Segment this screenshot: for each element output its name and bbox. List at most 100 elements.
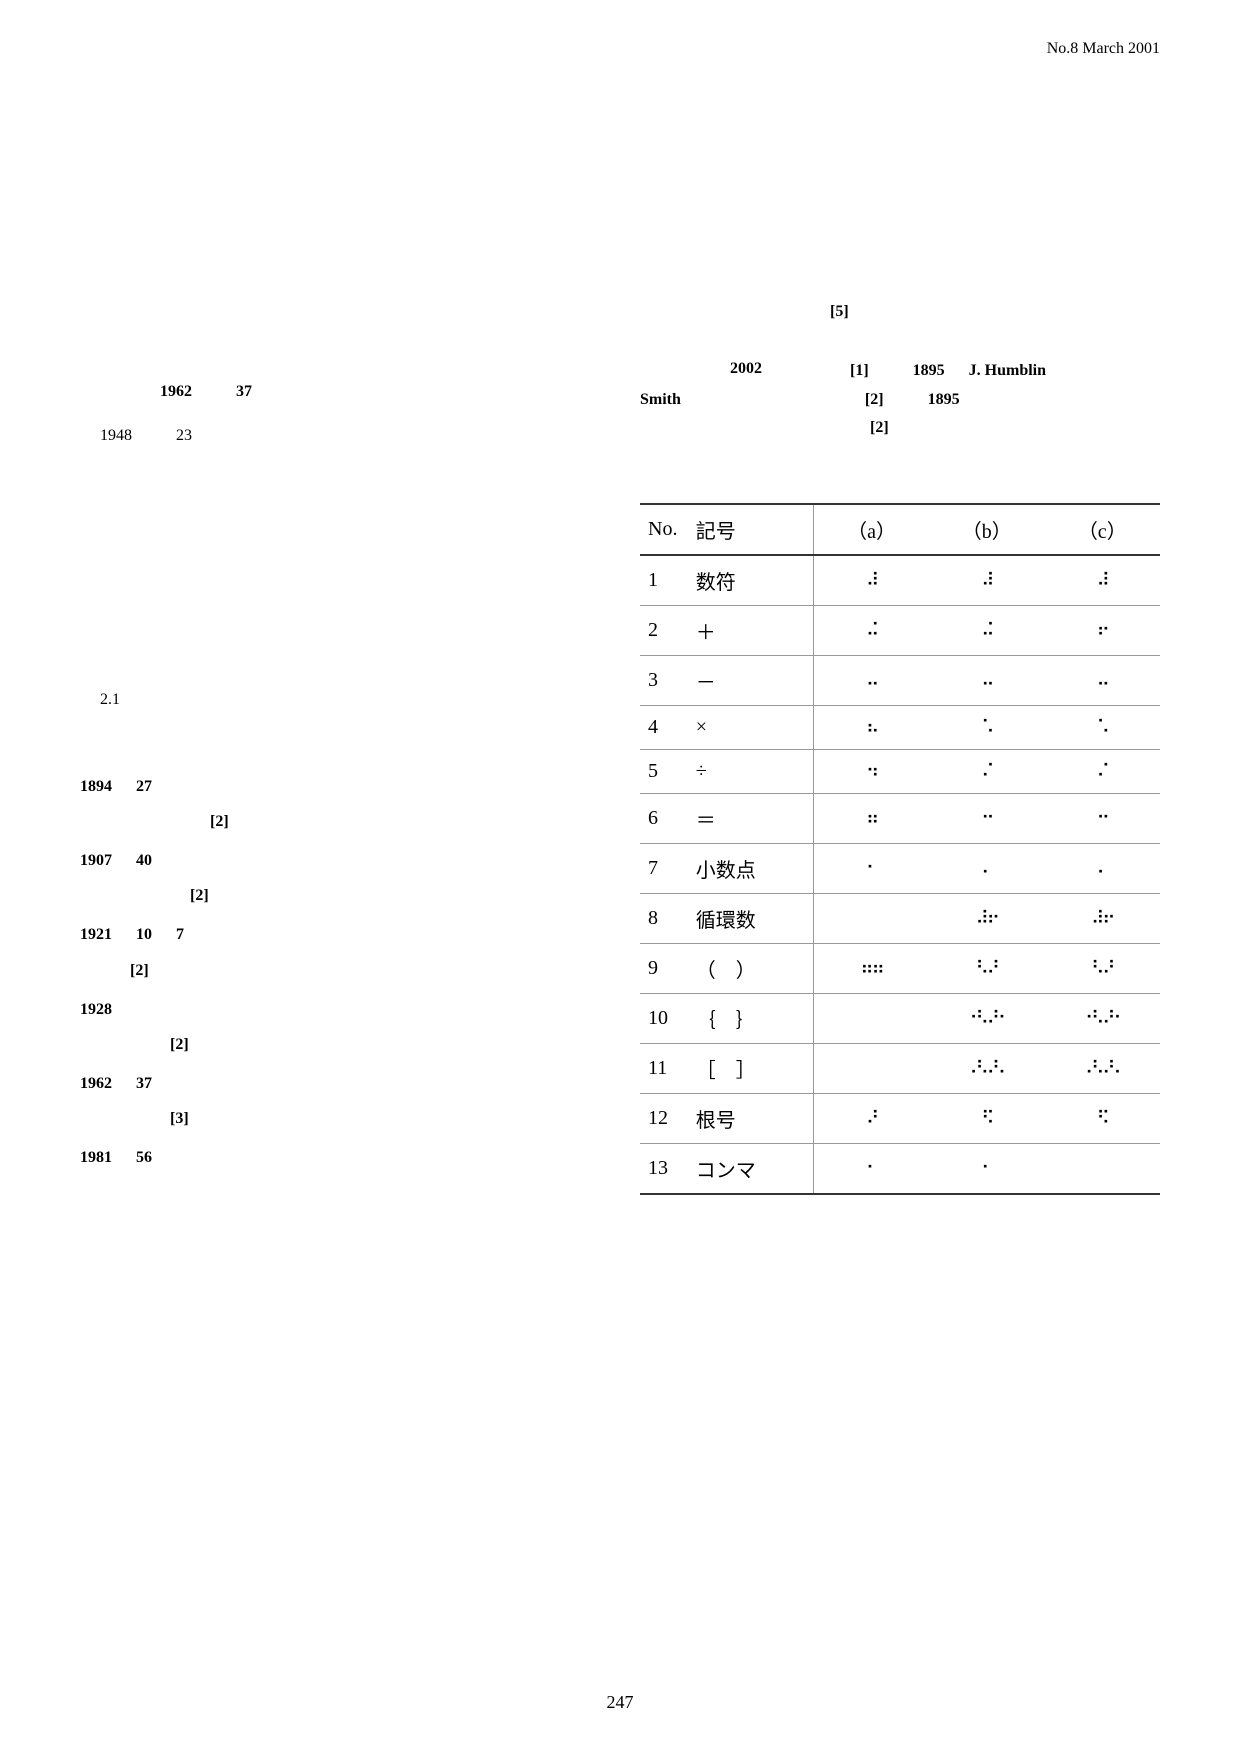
ref-bracket: [5]: [830, 303, 849, 320]
cell-symbol: ×: [688, 706, 814, 750]
ref-line: [1] 1895 J. Humblin: [640, 357, 1160, 386]
cell-symbol: ｛ ｝: [688, 994, 814, 1044]
timeline-item: 1928 [2]: [80, 992, 560, 1062]
cell-b: ⠣⠜: [929, 944, 1044, 994]
ref-year: 1895: [913, 362, 945, 379]
cell-symbol: ［ ］: [688, 1044, 814, 1094]
cell-c: [1045, 1144, 1160, 1195]
cell-no: 8: [640, 894, 688, 944]
timeline-year: 1921: [80, 926, 112, 943]
table-row: 3－⠤⠤⠤: [640, 656, 1160, 706]
cell-no: 2: [640, 606, 688, 656]
table-header-row: No. 記号 （a） （b） （c）: [640, 504, 1160, 555]
cell-b: ⠫: [929, 1094, 1044, 1144]
left-column: 1962 37 1948 23 2.1 1894 27 [2] 1907 40 …: [80, 258, 560, 1180]
col-header-symbol: 記号: [688, 504, 814, 555]
cell-no: 5: [640, 750, 688, 794]
timeline-sub: 56: [136, 1149, 152, 1166]
cell-b: ⠼⠖: [929, 894, 1044, 944]
cell-symbol: 根号: [688, 1094, 814, 1144]
ref-bracket: [1]: [850, 362, 869, 379]
braille-symbols-table: No. 記号 （a） （b） （c） 1数符⠼⠼⠼2＋⠬⠬⠖3－⠤⠤⠤4×⠦⠡⠡…: [640, 503, 1160, 1195]
cell-a: [814, 994, 929, 1044]
cell-symbol: 小数点: [688, 844, 814, 894]
cell-b: ⠌: [929, 750, 1044, 794]
timeline-year: 1894: [80, 778, 112, 795]
col-header-c: （c）: [1045, 504, 1160, 555]
cell-a: ⠶⠶: [814, 944, 929, 994]
cell-a: [814, 894, 929, 944]
table-row: 6＝⠶⠒⠒: [640, 794, 1160, 844]
table-row: 11［ ］ ⠠⠣⠜⠄⠠⠣⠜⠄: [640, 1044, 1160, 1094]
cell-symbol: ＋: [688, 606, 814, 656]
cell-c: ⠤: [1045, 656, 1160, 706]
timeline-year: 1981: [80, 1149, 112, 1166]
timeline-ref: [3]: [170, 1110, 189, 1127]
cell-c: ⠡: [1045, 706, 1160, 750]
timeline-item: 1894 27 [2]: [80, 769, 560, 839]
cell-c: ⠄: [1045, 844, 1160, 894]
table-row: 7小数点⠂⠄⠄: [640, 844, 1160, 894]
timeline-sub: 27: [136, 778, 152, 795]
timeline-sub: 37: [136, 1075, 152, 1092]
cell-no: 13: [640, 1144, 688, 1195]
timeline-item: 1981 56: [80, 1140, 560, 1175]
cell-c: ⠫: [1045, 1094, 1160, 1144]
cell-c: ⠖: [1045, 606, 1160, 656]
cell-a: ⠂: [814, 844, 929, 894]
table-row: 1数符⠼⠼⠼: [640, 555, 1160, 606]
timeline-item: 1907 40 [2]: [80, 843, 560, 913]
left-text-block-2: 1948 23: [80, 422, 560, 451]
ref-line: Smith [2] 1895: [640, 386, 1160, 415]
page-header: No.8 March 2001: [80, 40, 1160, 58]
ref-year: 1895: [928, 391, 960, 408]
cell-c: ⠼: [1045, 555, 1160, 606]
page-number: 247: [607, 1692, 634, 1713]
timeline-year: 1928: [80, 1001, 112, 1018]
col-header-b: （b）: [929, 504, 1044, 555]
cell-c: ⠐⠣⠜⠂: [1045, 994, 1160, 1044]
ref-name: Smith: [640, 391, 681, 408]
cell-no: 7: [640, 844, 688, 894]
cell-c: ⠠⠣⠜⠄: [1045, 1044, 1160, 1094]
year-1962: 1962: [160, 383, 192, 400]
cell-a: ⠤: [814, 656, 929, 706]
cell-a: ⠜: [814, 1094, 929, 1144]
timeline-ref: [2]: [210, 813, 229, 830]
cell-a: ⠶: [814, 794, 929, 844]
timeline-ref: [2]: [130, 962, 149, 979]
cell-b: ⠬: [929, 606, 1044, 656]
cell-b: ⠄: [929, 844, 1044, 894]
num-37: 37: [236, 383, 252, 400]
cell-no: 3: [640, 656, 688, 706]
cell-no: 4: [640, 706, 688, 750]
cell-symbol: コンマ: [688, 1144, 814, 1195]
timeline-sub: 10: [136, 926, 152, 943]
section-heading: 2.1: [100, 691, 560, 709]
cell-no: 1: [640, 555, 688, 606]
right-column: [5] [1] 1895 J. Humblin Smith [2] 1895 […: [640, 258, 1160, 1195]
timeline-year: 1907: [80, 852, 112, 869]
ref-line: [5]: [830, 298, 1160, 327]
timeline-sub: 40: [136, 852, 152, 869]
cell-b: ⠠⠣⠜⠄: [929, 1044, 1044, 1094]
timeline-ref: [2]: [170, 1036, 189, 1053]
table-row: 9（ ）⠶⠶⠣⠜⠣⠜: [640, 944, 1160, 994]
cell-no: 10: [640, 994, 688, 1044]
ref-line: [2]: [870, 414, 1160, 443]
timeline-ref: [2]: [190, 887, 209, 904]
cell-no: 12: [640, 1094, 688, 1144]
cell-a: ⠼: [814, 555, 929, 606]
cell-b: ⠼: [929, 555, 1044, 606]
cell-symbol: ÷: [688, 750, 814, 794]
table-row: 12根号⠜⠫⠫: [640, 1094, 1160, 1144]
cell-a: ⠲: [814, 750, 929, 794]
cell-no: 11: [640, 1044, 688, 1094]
cell-c: ⠒: [1045, 794, 1160, 844]
table-row: 4×⠦⠡⠡: [640, 706, 1160, 750]
cell-b: ⠒: [929, 794, 1044, 844]
year-1948: 1948: [100, 427, 132, 444]
cell-symbol: 循環数: [688, 894, 814, 944]
cell-c: ⠼⠖: [1045, 894, 1160, 944]
timeline-item: 1921 10 7 [2]: [80, 917, 560, 987]
